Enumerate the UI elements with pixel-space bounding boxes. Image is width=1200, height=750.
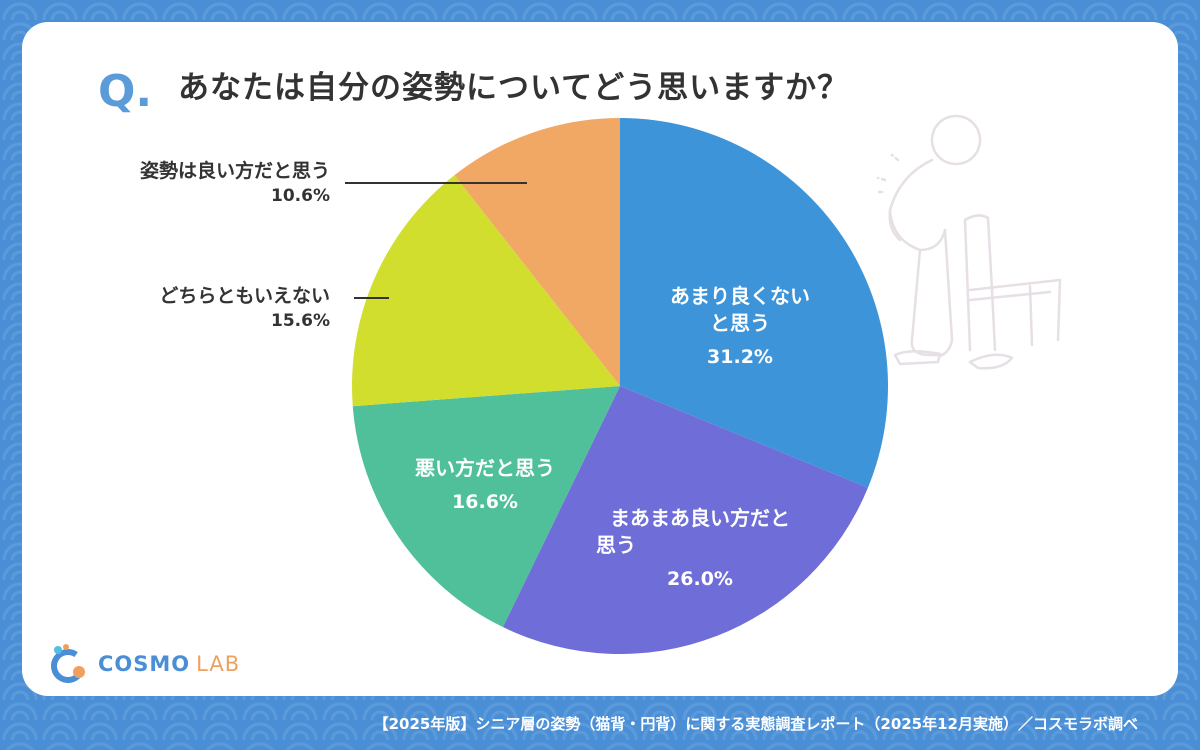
cosmo-lab-logo: COSMO LAB bbox=[46, 642, 240, 686]
pie-slice-good-posture bbox=[454, 118, 620, 386]
label-fairly-good-line1: まあまあ良い方だと bbox=[610, 506, 790, 530]
pie-slice-not-good bbox=[620, 118, 888, 488]
pie-slice-bad bbox=[352, 386, 620, 628]
label-neither-value: 15.6% bbox=[271, 311, 330, 331]
elderly-person-chair-illustration bbox=[873, 114, 1062, 370]
label-good-posture: 姿勢は良い方だと思う 10.6% bbox=[60, 158, 330, 208]
label-fairly-good-line2: 思う bbox=[596, 533, 636, 557]
label-not-good-value: 31.2% bbox=[707, 346, 773, 368]
question-title: あなたは自分の姿勢についてどう思いますか？ bbox=[178, 70, 850, 106]
label-neither: どちらともいえない 15.6% bbox=[60, 283, 330, 333]
label-not-good-line2: と思う bbox=[710, 311, 770, 335]
cosmo-lab-logo-icon bbox=[51, 644, 85, 683]
label-neither-name: どちらともいえない bbox=[159, 285, 330, 307]
label-bad: 悪い方だと思う 16.6% bbox=[395, 455, 575, 516]
pie-slice-neither bbox=[351, 175, 620, 407]
label-bad-name: 悪い方だと思う bbox=[415, 456, 555, 480]
footer-source: 【2025年版】シニア層の姿勢（猫背・円背）に関する実態調査レポート（2025年… bbox=[373, 715, 1138, 733]
logo-lab-text: LAB bbox=[196, 652, 241, 676]
pie-slice-fairly-good bbox=[502, 386, 868, 655]
label-fairly-good: まあまあ良い方だと 思う 26.0% bbox=[590, 505, 810, 593]
label-good-posture-name: 姿勢は良い方だと思う bbox=[139, 160, 330, 182]
logo-cosmo-text: COSMO bbox=[98, 652, 191, 676]
label-not-good: あまり良くない と思う 31.2% bbox=[640, 283, 840, 371]
question-mark: Q. bbox=[98, 66, 153, 117]
label-not-good-line1: あまり良くない bbox=[670, 284, 810, 308]
label-fairly-good-value: 26.0% bbox=[667, 568, 733, 590]
label-good-posture-value: 10.6% bbox=[271, 186, 330, 206]
label-bad-value: 16.6% bbox=[452, 491, 518, 513]
